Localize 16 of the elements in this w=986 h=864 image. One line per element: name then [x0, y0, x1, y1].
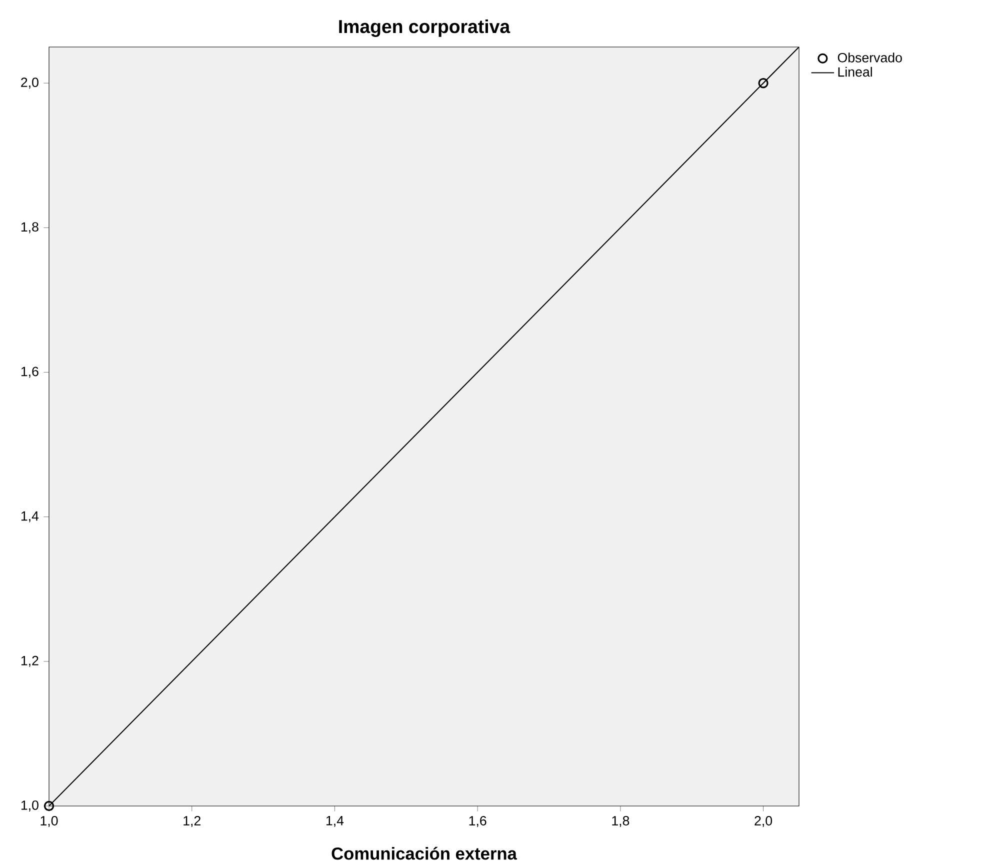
y-tick-label: 1,0 [21, 800, 38, 812]
x-tick-label: 1,4 [326, 816, 344, 827]
y-tick-label: 2,0 [21, 78, 38, 89]
legend-label: Lineal [838, 66, 872, 77]
x-tick-label: 1,8 [612, 816, 630, 827]
y-tick-label: 1,8 [21, 222, 38, 234]
legend-label: Observado [838, 52, 902, 62]
x-axis-title: Comunicación externa [332, 846, 518, 860]
x-tick-label: 1,2 [184, 816, 200, 827]
x-tick-label: 1,6 [469, 816, 486, 827]
y-tick-label: 1,4 [21, 511, 39, 522]
y-tick-label: 1,2 [21, 656, 38, 667]
x-tick-label: 1,0 [40, 816, 58, 827]
x-tick-label: 2,0 [754, 816, 772, 827]
chart-title: Imagen corporativa [339, 19, 510, 37]
y-tick-label: 1,6 [21, 366, 38, 378]
